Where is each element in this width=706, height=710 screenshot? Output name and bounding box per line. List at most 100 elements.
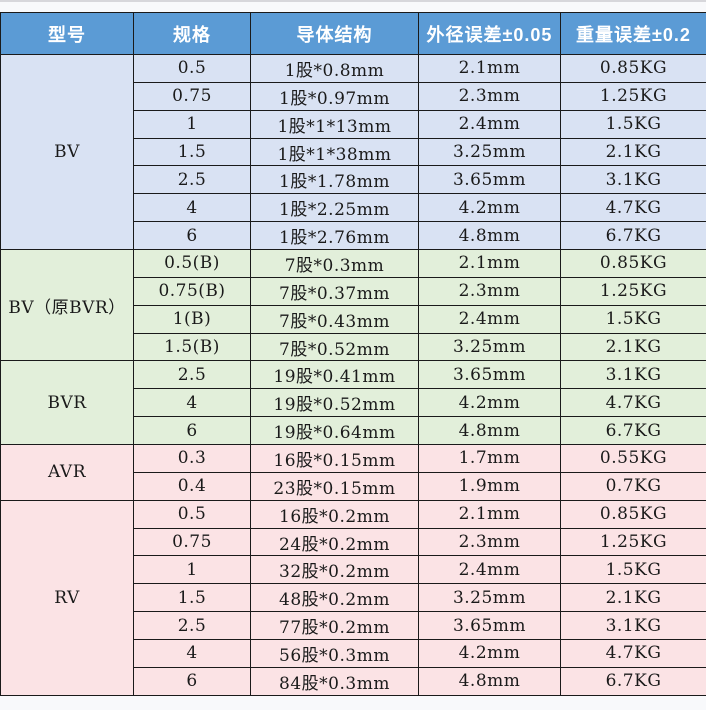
diameter-cell: 2.4mm (418, 555, 561, 585)
conductor-cell: 77股*0.2mm (250, 611, 419, 641)
conductor-cell: 24股*0.2mm (250, 527, 419, 557)
diameter-cell: 3.65mm (418, 165, 561, 195)
table-row: 1 1股*1*13mm 2.4mm 1.5KG (1, 109, 706, 139)
diameter-cell: 4.2mm (418, 193, 561, 223)
conductor-cell: 7股*0.3mm (250, 249, 419, 278)
weight-cell: 1.5KG (560, 304, 706, 334)
diameter-cell: 4.2mm (418, 639, 561, 668)
spec-cell: 1 (133, 555, 251, 585)
conductor-cell: 7股*0.43mm (250, 304, 419, 334)
diameter-cell: 2.3mm (418, 527, 561, 557)
table-row: 6 84股*0.3mm 4.8mm 6.7KG (1, 666, 706, 697)
spec-cell: 1.5 (133, 583, 251, 613)
spec-cell: 2.5 (133, 165, 251, 195)
diameter-cell: 2.1mm (418, 499, 561, 529)
conductor-cell: 56股*0.3mm (250, 639, 419, 668)
spec-cell: 0.5 (133, 499, 251, 529)
table-body: BV 0.5 1股*0.8mm 2.1mm 0.85KG 0.75 1股*0.97mm 2.3… (0, 53, 706, 697)
weight-cell: 2.1KG (560, 332, 706, 362)
spec-cell: 4 (133, 193, 251, 223)
weight-cell: 2.1KG (560, 137, 706, 167)
spec-cell: 1(B) (133, 304, 251, 334)
weight-cell: 0.55KG (560, 444, 706, 473)
spec-cell: 6 (133, 666, 251, 697)
table-row: 0.75(B) 7股*0.37mm 2.3mm 1.25KG (1, 276, 706, 306)
diameter-cell: 1.9mm (418, 471, 561, 501)
table-row: BV 0.5 1股*0.8mm 2.1mm 0.85KG (0, 53, 706, 251)
diameter-cell: 2.1mm (418, 54, 561, 83)
spec-cell: 0.75 (133, 81, 251, 111)
weight-cell: 2.1KG (560, 583, 706, 613)
weight-cell: 0.85KG (560, 499, 706, 529)
spec-table-container: 型号 规格 导体结构 外径误差±0.05 重量误差±0.2 BV 0.5 1股*0.… (0, 12, 706, 697)
conductor-cell: 1股*1*13mm (250, 109, 419, 139)
table-row: 4 1股*2.25mm 4.2mm 4.7KG (1, 193, 706, 223)
header-spec: 规格 (133, 12, 251, 55)
header-conductor: 导体结构 (250, 12, 419, 55)
model-cell: BV (0, 53, 134, 251)
diameter-cell: 4.8mm (418, 416, 561, 446)
table-row: 1.5 48股*0.2mm 3.25mm 2.1KG (1, 583, 706, 613)
header-diameter: 外径误差±0.05 (418, 12, 561, 55)
spec-cell: 6 (133, 221, 251, 251)
conductor-cell: 19股*0.64mm (250, 416, 419, 446)
diameter-cell: 2.1mm (418, 249, 561, 278)
weight-cell: 0.7KG (560, 471, 706, 501)
weight-cell: 3.1KG (560, 360, 706, 390)
model-cell: RV (0, 499, 134, 697)
diameter-cell: 2.4mm (418, 109, 561, 139)
table-row: 6 19股*0.64mm 4.8mm 6.7KG (1, 416, 706, 446)
weight-cell: 6.7KG (560, 221, 706, 251)
table-row: 1(B) 7股*0.43mm 2.4mm 1.5KG (1, 304, 706, 334)
spec-cell: 1 (133, 109, 251, 139)
diameter-cell: 3.25mm (418, 137, 561, 167)
spec-cell: 4 (133, 388, 251, 418)
spec-cell: 0.4 (133, 471, 251, 501)
spec-cell: 0.3 (133, 444, 251, 473)
header-model: 型号 (0, 12, 134, 55)
conductor-cell: 1股*2.76mm (250, 221, 419, 251)
diameter-cell: 2.3mm (418, 276, 561, 306)
conductor-cell: 1股*0.8mm (250, 54, 419, 83)
weight-cell: 6.7KG (560, 416, 706, 446)
diameter-cell: 2.4mm (418, 304, 561, 334)
wire-spec-table: 型号 规格 导体结构 外径误差±0.05 重量误差±0.2 BV 0.5 1股*0.… (0, 12, 706, 697)
weight-cell: 4.7KG (560, 388, 706, 418)
conductor-cell: 32股*0.2mm (250, 555, 419, 585)
table-row: 4 19股*0.52mm 4.2mm 4.7KG (1, 388, 706, 418)
conductor-cell: 1股*1*38mm (250, 137, 419, 167)
spec-cell: 1.5 (133, 137, 251, 167)
weight-cell: 1.25KG (560, 527, 706, 557)
spec-cell: 0.5(B) (133, 249, 251, 278)
diameter-cell: 4.8mm (418, 666, 561, 697)
weight-cell: 4.7KG (560, 193, 706, 223)
table-row: RV 0.5 16股*0.2mm 2.1mm 0.85KG (0, 499, 706, 697)
conductor-cell: 1股*2.25mm (250, 193, 419, 223)
weight-cell: 4.7KG (560, 639, 706, 668)
table-row: 6 1股*2.76mm 4.8mm 6.7KG (1, 221, 706, 251)
diameter-cell: 3.65mm (418, 360, 561, 390)
diameter-cell: 1.7mm (418, 444, 561, 473)
header-weight: 重量误差±0.2 (560, 12, 706, 55)
table-row: 1.5(B) 7股*0.52mm 3.25mm 2.1KG (1, 332, 706, 362)
conductor-cell: 84股*0.3mm (250, 666, 419, 697)
weight-cell: 1.25KG (560, 81, 706, 111)
conductor-cell: 19股*0.52mm (250, 388, 419, 418)
spec-cell: 0.75 (133, 527, 251, 557)
conductor-cell: 7股*0.37mm (250, 276, 419, 306)
table-row: 0.75 24股*0.2mm 2.3mm 1.25KG (1, 527, 706, 557)
conductor-cell: 23股*0.15mm (250, 471, 419, 501)
table-row: BVR 2.5 19股*0.41mm 3.65mm 3.1KG (0, 360, 706, 446)
weight-cell: 1.5KG (560, 109, 706, 139)
spec-cell: 6 (133, 416, 251, 446)
diameter-cell: 3.25mm (418, 332, 561, 362)
weight-cell: 3.1KG (560, 611, 706, 641)
model-cell: BVR (0, 360, 134, 446)
table-row: 0.4 23股*0.15mm 1.9mm 0.7KG (1, 471, 706, 501)
table-row: 0.75 1股*0.97mm 2.3mm 1.25KG (1, 81, 706, 111)
conductor-cell: 1股*1.78mm (250, 165, 419, 195)
weight-cell: 1.25KG (560, 276, 706, 306)
conductor-cell: 1股*0.97mm (250, 81, 419, 111)
diameter-cell: 4.2mm (418, 388, 561, 418)
spec-cell: 2.5 (133, 360, 251, 390)
